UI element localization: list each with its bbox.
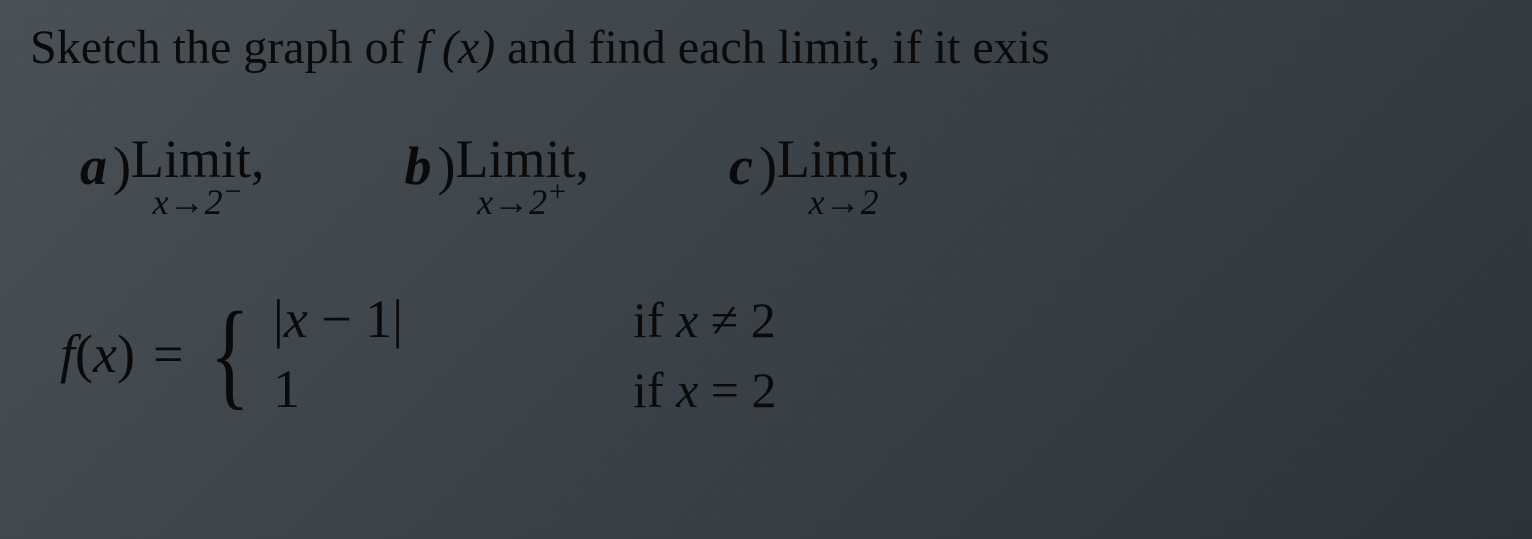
limit-a-label: a [80,135,107,197]
instruction-suffix: and find each limit, if it exis [495,21,1050,74]
case-row-2: 1 if x = 2 [273,358,776,420]
left-brace: { [210,306,250,402]
limit-a-text: Limit, [131,135,265,184]
limit-a-sub: x→2− [153,178,243,218]
equals-sign: = [153,323,183,385]
limit-a-paren: ) [113,135,131,197]
limits-row: a ) Limit, x→2− b ) Limit, x→2+ c ) [30,135,1502,218]
case-2-expr: 1 [273,358,573,420]
math-problem-content: Sketch the graph of f (x) and find each … [30,20,1502,420]
limit-c-text: Limit, [777,135,911,184]
piecewise-function: f(x) = { |x − 1| if x ≠ 2 1 [30,288,1502,420]
limit-b-sub: x→2+ [477,178,567,218]
limit-b: b ) Limit, x→2+ [404,135,588,218]
limit-b-text: Limit, [455,135,589,184]
cases: |x − 1| if x ≠ 2 1 if x = 2 [273,288,776,420]
case-row-1: |x − 1| if x ≠ 2 [273,288,776,350]
limit-a-body: Limit, x→2− [131,135,265,218]
limit-b-paren: ) [437,135,455,197]
limit-c-body: Limit, x→2 [777,135,911,218]
limit-c-sub: x→2 [809,178,879,218]
limit-a: a ) Limit, x→2− [80,135,264,218]
limit-c-label: c [729,135,753,197]
instruction-fx: f (x) [417,21,496,74]
instruction-text: Sketch the graph of f (x) and find each … [30,20,1502,75]
instruction-prefix: Sketch the graph of [30,21,417,74]
limit-b-body: Limit, x→2+ [455,135,589,218]
fx-label: f(x) [60,323,135,385]
limit-c-paren: ) [759,135,777,197]
brace-wrap: { |x − 1| if x ≠ 2 1 if x = 2 [201,288,776,420]
case-2-cond: if x = 2 [633,361,776,419]
case-1-cond: if x ≠ 2 [633,291,776,349]
case-1-expr: |x − 1| [273,288,573,350]
limit-b-label: b [404,135,431,197]
limit-c: c ) Limit, x→2 [729,135,910,218]
